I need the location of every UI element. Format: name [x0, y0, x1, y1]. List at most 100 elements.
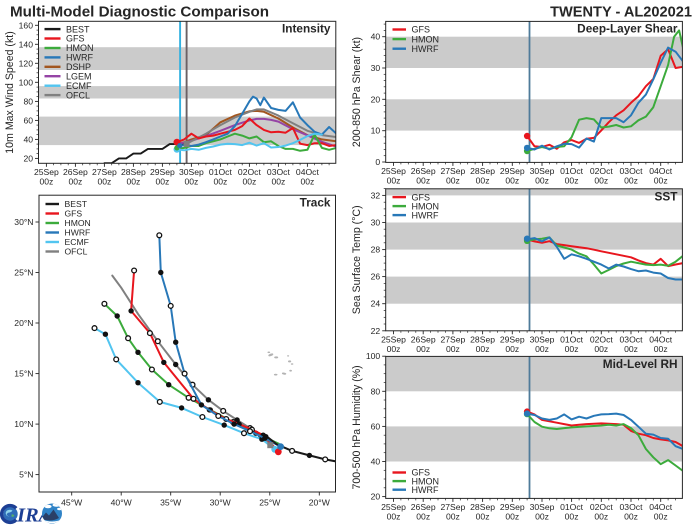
- svg-text:200-850 hPa Shear (kt): 200-850 hPa Shear (kt): [351, 37, 363, 147]
- svg-text:HMON: HMON: [412, 34, 440, 44]
- svg-text:27Sep: 27Sep: [440, 166, 465, 176]
- svg-text:00z: 00z: [387, 175, 401, 185]
- svg-text:20: 20: [371, 492, 381, 502]
- svg-text:26Sep: 26Sep: [63, 167, 88, 177]
- svg-text:03Oct: 03Oct: [620, 502, 644, 512]
- svg-text:00z: 00z: [39, 176, 53, 186]
- svg-text:00z: 00z: [416, 511, 430, 521]
- svg-text:04Oct: 04Oct: [649, 166, 673, 176]
- svg-text:0: 0: [375, 157, 380, 167]
- svg-text:01Oct: 01Oct: [560, 334, 584, 344]
- svg-text:Deep-Layer Shear: Deep-Layer Shear: [577, 22, 678, 36]
- svg-text:00z: 00z: [505, 344, 519, 354]
- svg-text:02Oct: 02Oct: [590, 502, 614, 512]
- svg-text:10°N: 10°N: [14, 419, 33, 429]
- svg-text:29Sep: 29Sep: [150, 167, 175, 177]
- svg-text:30Sep: 30Sep: [530, 334, 555, 344]
- svg-text:26Sep: 26Sep: [411, 334, 436, 344]
- svg-text:22: 22: [371, 326, 381, 336]
- svg-text:00z: 00z: [476, 175, 490, 185]
- svg-text:00z: 00z: [565, 344, 579, 354]
- svg-text:10m Max Wind Speed (kt): 10m Max Wind Speed (kt): [4, 31, 16, 153]
- svg-text:30°N: 30°N: [14, 217, 33, 227]
- svg-text:00z: 00z: [565, 511, 579, 521]
- svg-text:35°W: 35°W: [160, 498, 182, 508]
- svg-text:00z: 00z: [300, 176, 314, 186]
- svg-text:30: 30: [371, 218, 381, 228]
- svg-text:01Oct: 01Oct: [560, 166, 584, 176]
- svg-text:01Oct: 01Oct: [209, 167, 233, 177]
- svg-text:25Sep: 25Sep: [34, 167, 59, 177]
- svg-text:OFCL: OFCL: [65, 247, 88, 257]
- svg-text:28Sep: 28Sep: [470, 166, 495, 176]
- svg-text:BEST: BEST: [66, 24, 90, 34]
- svg-text:00z: 00z: [446, 511, 460, 521]
- svg-text:00z: 00z: [387, 344, 401, 354]
- svg-text:Sea Surface Temp (°C): Sea Surface Temp (°C): [351, 205, 363, 314]
- svg-text:28Sep: 28Sep: [470, 334, 495, 344]
- svg-text:140: 140: [19, 39, 34, 49]
- svg-text:03Oct: 03Oct: [267, 167, 291, 177]
- svg-text:HWRF: HWRF: [412, 210, 439, 220]
- svg-text:SST: SST: [655, 189, 679, 203]
- svg-text:30Sep: 30Sep: [530, 166, 555, 176]
- svg-text:160: 160: [19, 20, 34, 30]
- svg-text:GFS: GFS: [412, 192, 431, 202]
- svg-text:04Oct: 04Oct: [649, 502, 673, 512]
- svg-text:40: 40: [371, 457, 381, 467]
- svg-text:20: 20: [371, 94, 381, 104]
- svg-text:29Sep: 29Sep: [500, 334, 525, 344]
- svg-text:00z: 00z: [654, 511, 668, 521]
- svg-text:00z: 00z: [624, 175, 638, 185]
- svg-text:04Oct: 04Oct: [649, 334, 673, 344]
- svg-text:00z: 00z: [535, 344, 549, 354]
- svg-text:5°N: 5°N: [19, 470, 33, 480]
- svg-text:26Sep: 26Sep: [411, 502, 436, 512]
- svg-text:40°W: 40°W: [111, 498, 133, 508]
- svg-text:60: 60: [23, 115, 33, 125]
- svg-text:ECMF: ECMF: [66, 81, 92, 91]
- svg-text:40: 40: [23, 134, 33, 144]
- svg-text:00z: 00z: [594, 511, 608, 521]
- svg-text:26Sep: 26Sep: [411, 166, 436, 176]
- svg-text:01Oct: 01Oct: [560, 502, 584, 512]
- svg-text:HWRF: HWRF: [65, 228, 91, 238]
- svg-text:80: 80: [23, 96, 33, 106]
- svg-text:24: 24: [371, 299, 381, 309]
- svg-text:25Sep: 25Sep: [381, 502, 406, 512]
- svg-text:00z: 00z: [565, 175, 579, 185]
- svg-text:26: 26: [371, 272, 381, 282]
- svg-text:03Oct: 03Oct: [620, 334, 644, 344]
- svg-text:30: 30: [371, 63, 381, 73]
- svg-text:20: 20: [23, 153, 33, 163]
- svg-text:28Sep: 28Sep: [470, 502, 495, 512]
- svg-text:700-500 hPa Humidity (%): 700-500 hPa Humidity (%): [351, 365, 363, 489]
- svg-text:00z: 00z: [126, 176, 140, 186]
- svg-text:00z: 00z: [654, 344, 668, 354]
- svg-text:29Sep: 29Sep: [500, 502, 525, 512]
- svg-text:LGEM: LGEM: [66, 72, 92, 82]
- svg-text:30Sep: 30Sep: [530, 502, 555, 512]
- svg-text:25Sep: 25Sep: [381, 334, 406, 344]
- svg-text:00z: 00z: [476, 511, 490, 521]
- svg-text:32: 32: [371, 190, 381, 200]
- svg-text:Track: Track: [300, 196, 331, 210]
- svg-text:00z: 00z: [476, 344, 490, 354]
- svg-text:27Sep: 27Sep: [92, 167, 117, 177]
- svg-text:00z: 00z: [505, 175, 519, 185]
- svg-text:00z: 00z: [387, 511, 401, 521]
- svg-text:03Oct: 03Oct: [620, 166, 644, 176]
- svg-text:20°W: 20°W: [309, 498, 331, 508]
- svg-text:30Sep: 30Sep: [179, 167, 204, 177]
- svg-text:HWRF: HWRF: [66, 53, 93, 63]
- svg-text:00z: 00z: [446, 344, 460, 354]
- svg-text:100: 100: [19, 77, 34, 87]
- svg-text:120: 120: [19, 58, 34, 68]
- svg-text:HMON: HMON: [412, 476, 440, 486]
- svg-text:Multi-Model Diagnostic Compari: Multi-Model Diagnostic Comparison: [10, 4, 269, 21]
- svg-text:25°N: 25°N: [14, 268, 33, 278]
- svg-text:GFS: GFS: [412, 25, 431, 35]
- svg-text:Intensity: Intensity: [282, 22, 331, 36]
- svg-text:25Sep: 25Sep: [381, 166, 406, 176]
- svg-text:Mid-Level RH: Mid-Level RH: [603, 357, 678, 371]
